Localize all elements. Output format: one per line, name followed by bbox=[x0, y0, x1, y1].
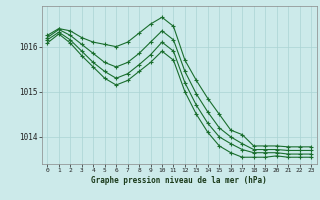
X-axis label: Graphe pression niveau de la mer (hPa): Graphe pression niveau de la mer (hPa) bbox=[91, 176, 267, 185]
